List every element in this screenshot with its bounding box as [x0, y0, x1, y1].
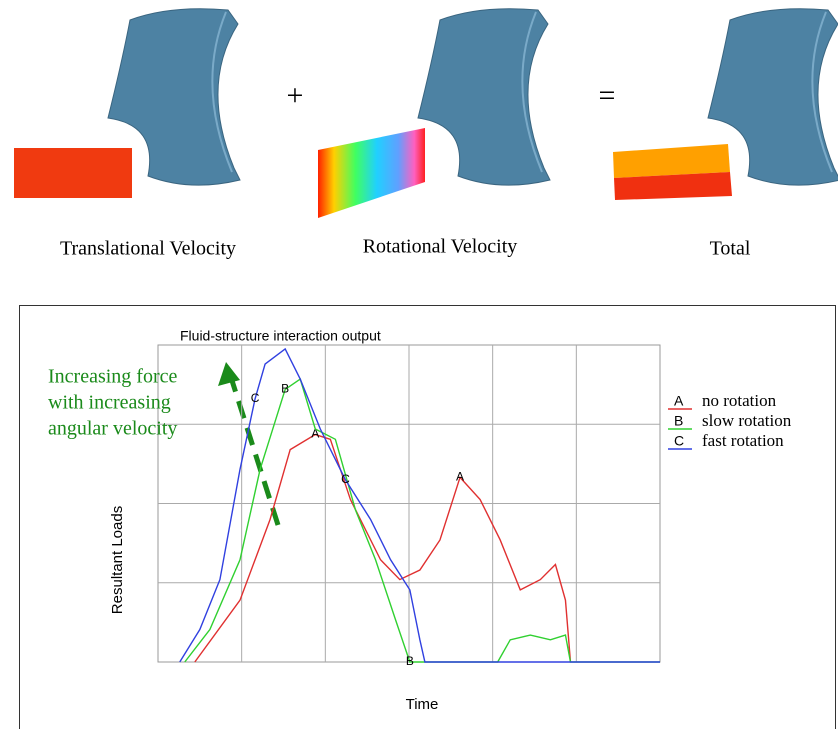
fender-render: [417, 7, 551, 187]
curve-marker: A: [456, 470, 464, 484]
panel-caption: Rotational Velocity: [363, 236, 518, 258]
panel-caption: Translational Velocity: [60, 238, 236, 260]
legend-label: fast rotation: [702, 431, 784, 450]
chart-title: Fluid-structure interaction output: [180, 328, 381, 344]
curve-marker: A: [311, 427, 319, 441]
x-axis-label: Time: [406, 696, 439, 713]
legend-label: no rotation: [702, 391, 777, 410]
legend-symbol: A: [674, 393, 684, 409]
trend-arrowhead: [218, 362, 240, 386]
y-axis-label: Resultant Loads: [109, 506, 126, 614]
legend-symbol: B: [674, 413, 683, 429]
data-line: [179, 347, 660, 663]
translational-velocity-field: [14, 148, 132, 198]
operator: +: [287, 79, 304, 112]
rotational-velocity-field: [318, 128, 425, 218]
legend-label: slow rotation: [702, 411, 792, 430]
legend-symbol: C: [674, 433, 684, 449]
panel-caption: Total: [710, 238, 751, 260]
curve-marker: B: [406, 654, 414, 668]
operator: =: [599, 79, 616, 112]
data-line: [194, 433, 572, 663]
total-velocity-field: [613, 144, 730, 178]
data-line: [184, 377, 660, 663]
annotation: angular velocity: [48, 418, 177, 440]
annotation: with increasing: [48, 392, 171, 414]
curve-marker: C: [341, 472, 350, 486]
total-velocity-field: [614, 172, 732, 200]
curve-marker: C: [251, 391, 260, 405]
annotation: Increasing force: [48, 366, 177, 388]
curve-marker: B: [281, 382, 289, 396]
